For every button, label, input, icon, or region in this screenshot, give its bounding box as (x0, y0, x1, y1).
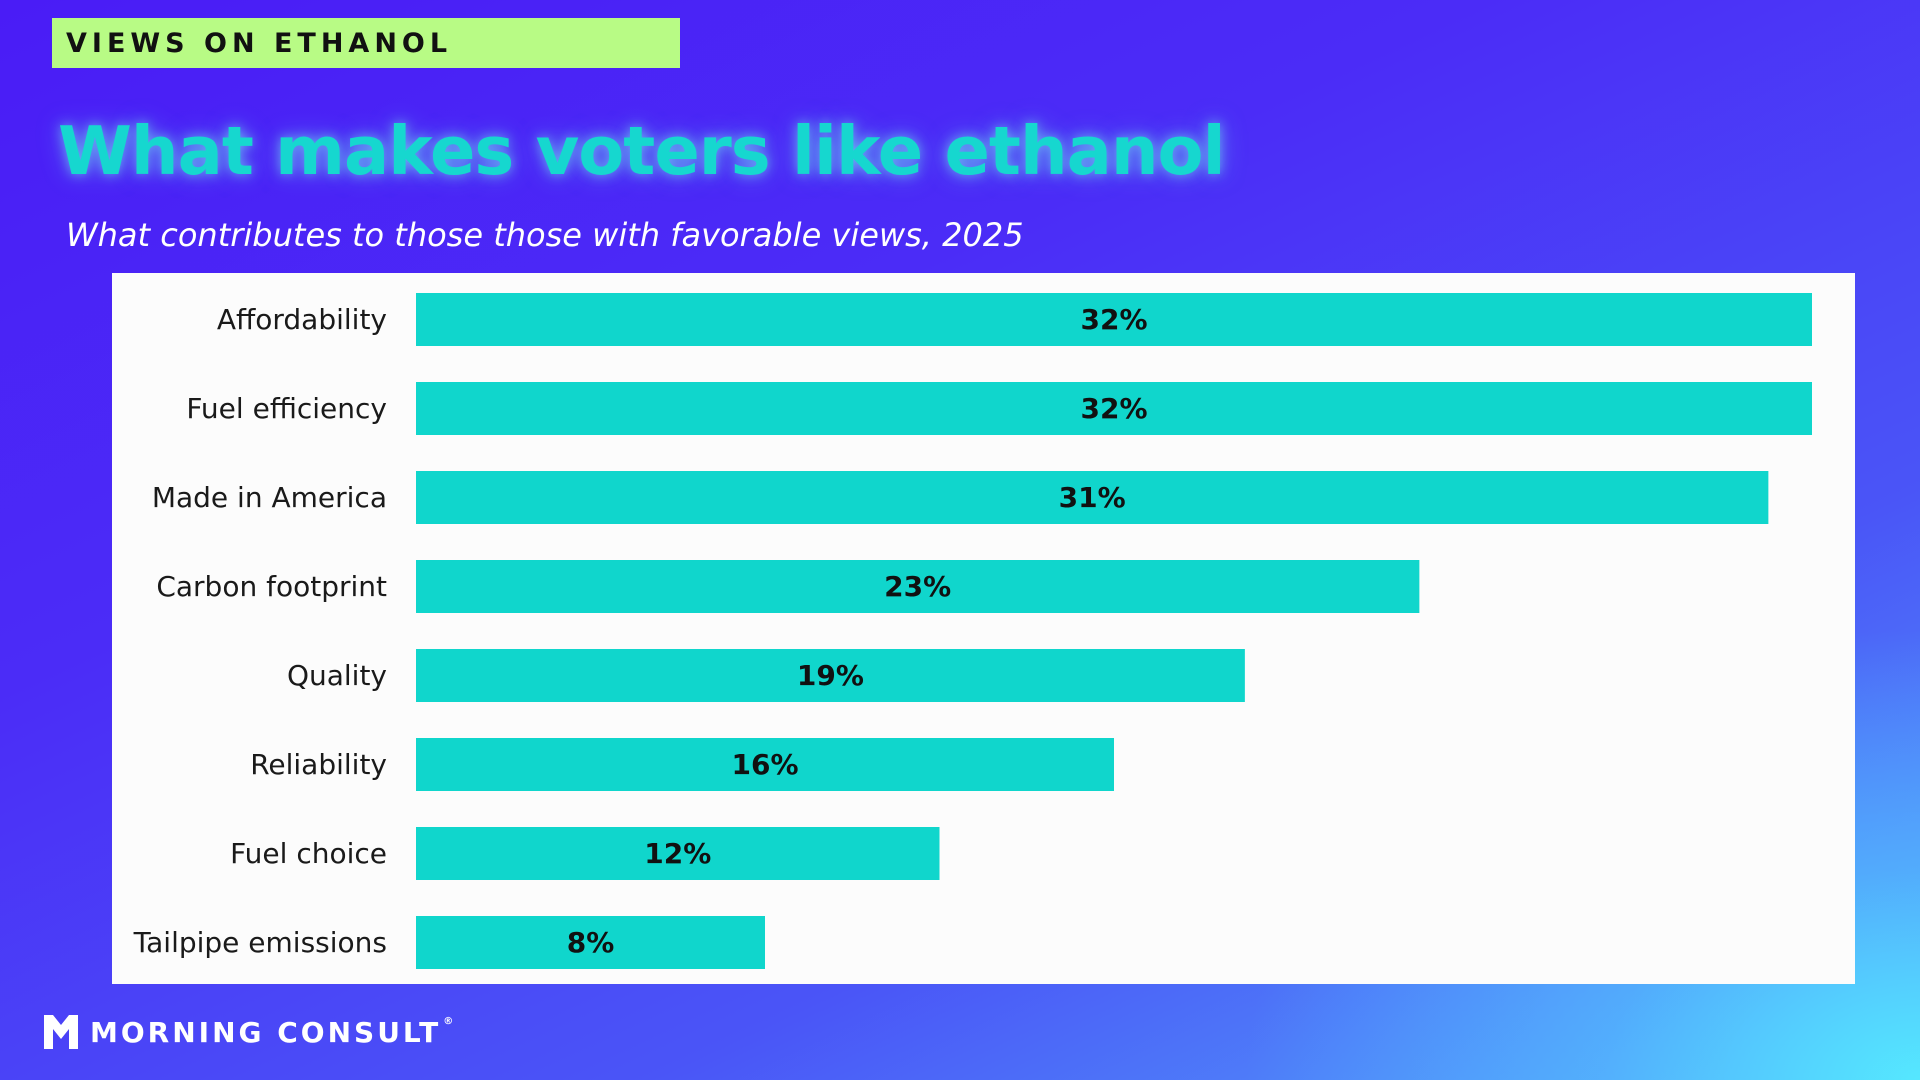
category-label-quality: Quality (287, 659, 387, 692)
kicker-text: VIEWS ON ETHANOL (66, 27, 453, 59)
value-label-affordability: 32% (1080, 303, 1147, 336)
bar-tailpipe-emissions (416, 916, 765, 969)
value-label-reliability: 16% (731, 748, 798, 781)
bar-fuel-efficiency (416, 382, 1812, 435)
brand-name-text: MORNING CONSULT (90, 1015, 442, 1049)
chart-subtitle: What contributes to those those with fav… (66, 216, 1024, 254)
category-label-made-in-america: Made in America (152, 481, 387, 514)
value-label-tailpipe-emissions: 8% (567, 926, 615, 959)
category-label-tailpipe-emissions: Tailpipe emissions (133, 926, 387, 959)
bar-fuel-choice (416, 827, 940, 880)
bar-carbon-footprint (416, 560, 1420, 613)
bar-quality (416, 649, 1245, 702)
value-label-made-in-america: 31% (1059, 481, 1126, 514)
brand-name: MORNING CONSULT ® (90, 1016, 456, 1049)
value-label-carbon-footprint: 23% (884, 570, 951, 603)
bar-affordability (416, 293, 1812, 346)
value-label-quality: 19% (797, 659, 864, 692)
value-label-fuel-efficiency: 32% (1080, 392, 1147, 425)
page-title: What makes voters like ethanol (58, 112, 1226, 190)
value-label-fuel-choice: 12% (644, 837, 711, 870)
bar-reliability (416, 738, 1114, 791)
registered-mark: ® (443, 1015, 457, 1027)
bar-chart: Affordability 32% Fuel efficiency 32% Made i… (133, 293, 1812, 969)
bar-made-in-america (416, 471, 1769, 524)
category-label-fuel-choice: Fuel choice (230, 837, 387, 870)
chart-panel: Affordability 32% Fuel efficiency 32% Made i… (112, 273, 1855, 984)
brand-logo: MORNING CONSULT ® (44, 1012, 456, 1052)
category-label-affordability: Affordability (217, 303, 387, 336)
category-label-carbon-footprint: Carbon footprint (156, 570, 387, 603)
category-label-reliability: Reliability (250, 748, 387, 781)
category-label-fuel-efficiency: Fuel efficiency (186, 392, 387, 425)
section-kicker: VIEWS ON ETHANOL (52, 18, 680, 68)
morning-consult-m-icon (44, 1015, 78, 1049)
